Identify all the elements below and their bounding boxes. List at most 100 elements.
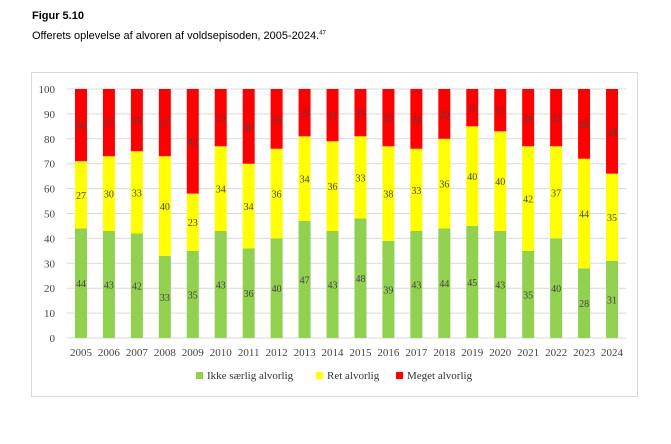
data-label: 36 (272, 190, 282, 201)
y-tick-label: 20 (44, 283, 56, 295)
figure-note-ref: 47 (319, 30, 326, 37)
x-tick-label: 2014 (322, 347, 345, 359)
bar-segment (130, 233, 143, 338)
bar-segment (270, 89, 283, 149)
data-label: 30 (76, 121, 86, 132)
data-label: 25 (132, 116, 142, 127)
data-label: 44 (439, 279, 449, 290)
y-tick-label: 90 (44, 109, 56, 121)
bar-segment (466, 126, 479, 226)
data-label: 27 (104, 119, 114, 130)
bar-segment (270, 148, 283, 239)
data-label: 40 (467, 172, 477, 183)
x-tick-label: 2023 (573, 347, 596, 359)
x-tick-label: 2008 (154, 347, 177, 359)
x-tick-label: 2018 (433, 347, 456, 359)
bar-segment (242, 163, 255, 249)
data-label: 43 (216, 280, 226, 291)
bar-segment (242, 248, 255, 338)
bar-segment (158, 156, 171, 256)
x-tick-label: 2022 (545, 347, 567, 359)
x-tick-label: 2006 (98, 347, 121, 359)
legend-label: Ikke særlig alvorlig (207, 370, 294, 382)
data-label: 33 (160, 293, 170, 304)
bar-segment (438, 228, 451, 338)
data-label: 35 (607, 213, 617, 224)
data-label: 42 (188, 137, 198, 148)
data-label: 15 (467, 104, 477, 115)
x-tick-label: 2005 (70, 347, 93, 359)
bar-segment (578, 158, 591, 269)
bar-segment (438, 138, 451, 229)
legend-swatch (396, 372, 403, 379)
data-label: 33 (411, 186, 421, 197)
bar-segment (522, 89, 535, 147)
bar-segment (606, 173, 619, 261)
data-label: 24 (272, 115, 282, 126)
bar-segment (606, 89, 619, 174)
figure-label: Figur 5.10 (32, 10, 84, 22)
x-tick-label: 2009 (182, 347, 205, 359)
data-label: 47 (300, 275, 310, 286)
data-label: 28 (579, 299, 589, 310)
bar-segment (186, 193, 199, 251)
x-tick-label: 2019 (461, 347, 484, 359)
bar-segment (522, 250, 535, 338)
data-label: 27 (76, 191, 86, 202)
bar-segment (382, 240, 395, 338)
data-label: 40 (495, 177, 505, 188)
bar-segment (410, 89, 423, 149)
bar-segment (298, 136, 311, 221)
y-tick-label: 40 (44, 233, 56, 245)
data-label: 36 (439, 180, 449, 191)
x-tick-label: 2021 (517, 347, 539, 359)
data-label: 43 (411, 280, 421, 291)
bar-segment (466, 89, 479, 127)
legend-swatch (316, 372, 323, 379)
bar-segment (410, 230, 423, 338)
bar-segment (550, 238, 563, 338)
y-tick-label: 50 (44, 209, 56, 221)
bar-segment (382, 89, 395, 147)
bar-segment (466, 225, 479, 338)
bar-segment (270, 238, 283, 338)
data-label: 37 (551, 188, 561, 199)
data-label: 34 (300, 175, 310, 186)
bar-segment (214, 146, 227, 231)
y-tick-label: 30 (44, 258, 56, 270)
y-tick-label: 100 (39, 84, 56, 96)
data-label: 35 (188, 290, 198, 301)
bar-segment (186, 250, 199, 338)
data-label: 43 (495, 280, 505, 291)
data-label: 23 (188, 218, 198, 229)
bar-segment (102, 230, 115, 338)
y-tick-label: 70 (44, 159, 56, 171)
data-label: 40 (272, 284, 282, 295)
legend-swatch (196, 372, 203, 379)
figure-title-text: Offerets oplevelse af alvoren af voldsep… (32, 30, 320, 42)
x-tick-label: 2013 (294, 347, 317, 359)
y-tick-label: 0 (50, 333, 56, 345)
data-label: 40 (551, 284, 561, 295)
bar-segment (158, 255, 171, 338)
bar-segment (326, 89, 339, 142)
bar-segment (438, 89, 451, 139)
data-label: 34 (244, 202, 254, 213)
data-label: 28 (579, 120, 589, 131)
x-tick-label: 2024 (601, 347, 624, 359)
bar-segment (130, 151, 143, 234)
bar-segment (298, 89, 311, 137)
data-label: 34 (216, 185, 226, 196)
data-label: 30 (104, 190, 114, 201)
data-label: 42 (132, 282, 142, 293)
bar-segment (354, 136, 367, 219)
data-label: 34 (607, 127, 617, 138)
data-label: 43 (104, 280, 114, 291)
bar-segment (102, 156, 115, 231)
bar-segment (326, 230, 339, 338)
data-label: 44 (76, 279, 86, 290)
data-label: 23 (383, 114, 393, 125)
data-label: 43 (328, 280, 338, 291)
bar-segment (494, 230, 507, 338)
data-label: 36 (328, 182, 338, 193)
